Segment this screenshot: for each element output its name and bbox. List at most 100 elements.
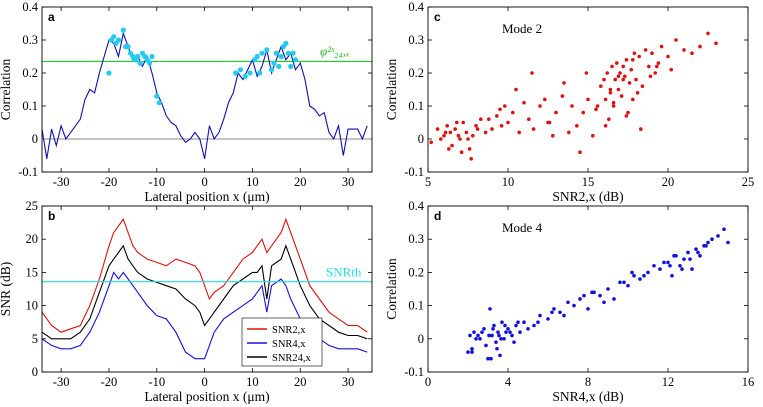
x-tick-label: 10 bbox=[246, 175, 259, 189]
scatter-point bbox=[494, 340, 498, 344]
axes-frame bbox=[427, 6, 749, 173]
y-tick-label: 0.3 bbox=[408, 33, 424, 47]
scatter-point bbox=[508, 330, 512, 334]
scatter-point bbox=[447, 147, 451, 151]
highlight-point bbox=[106, 70, 112, 76]
scatter-point bbox=[503, 104, 507, 108]
scatter-point bbox=[506, 327, 510, 331]
scatter-point bbox=[682, 257, 686, 261]
x-axis-label: Lateral position x (μm) bbox=[144, 389, 269, 404]
y-tick-label: 0.4 bbox=[22, 0, 38, 14]
highlight-point bbox=[288, 63, 294, 69]
correlation-line bbox=[42, 31, 368, 159]
scatter-point bbox=[602, 300, 606, 305]
highlight-point bbox=[257, 70, 263, 76]
threshold-label: SNRth bbox=[326, 265, 362, 280]
scatter-point bbox=[696, 250, 700, 255]
scatter-point bbox=[500, 320, 504, 325]
scatter-point bbox=[704, 244, 708, 248]
scatter-point bbox=[471, 133, 475, 138]
scatter-point bbox=[483, 130, 488, 135]
scatter-point bbox=[478, 337, 482, 341]
scatter-point bbox=[615, 61, 619, 65]
scatter-point bbox=[530, 71, 534, 75]
x-tick-label: 0 bbox=[201, 375, 207, 389]
highlight-point bbox=[125, 44, 131, 50]
x-tick-label: 10 bbox=[502, 175, 515, 189]
x-tick-label: 16 bbox=[742, 375, 755, 389]
scatter-point bbox=[472, 330, 476, 334]
scatter-point bbox=[560, 94, 565, 98]
scatter-point bbox=[474, 337, 478, 341]
y-tick-label: 0.3 bbox=[408, 232, 424, 246]
y-tick-label: 0.2 bbox=[22, 66, 38, 80]
y-tick-label: 0.2 bbox=[408, 66, 424, 80]
y-axis-label: SNR (dB) bbox=[0, 262, 13, 316]
y-axis-label: Correlation bbox=[384, 59, 399, 121]
scatter-point bbox=[586, 307, 590, 311]
y-tick-label: 15 bbox=[26, 265, 39, 279]
scatter-point bbox=[469, 157, 474, 161]
scatter-point bbox=[647, 64, 651, 69]
scatter-point bbox=[482, 327, 486, 331]
y-tick-label: 0.1 bbox=[22, 99, 38, 113]
x-tick-label: 20 bbox=[662, 175, 675, 189]
scatter-point bbox=[605, 71, 609, 75]
panel-letter: d bbox=[434, 209, 441, 223]
scatter-point bbox=[635, 91, 640, 95]
scatter-point bbox=[581, 110, 585, 115]
scatter-point bbox=[450, 143, 454, 148]
scatter-point bbox=[526, 327, 530, 331]
mode-annotation: Mode 2 bbox=[502, 21, 542, 36]
scatter-point bbox=[511, 110, 515, 115]
scatter-point bbox=[690, 51, 694, 55]
x-tick-label: 20 bbox=[294, 375, 307, 389]
scatter-point bbox=[551, 133, 555, 138]
scatter-point bbox=[682, 48, 686, 52]
x-axis-label: Lateral position x (μm) bbox=[144, 189, 269, 204]
scatter-point bbox=[522, 320, 526, 325]
scatter-point bbox=[631, 97, 635, 102]
scatter-point bbox=[627, 81, 632, 85]
scatter-point bbox=[599, 84, 603, 88]
scatter-point bbox=[690, 267, 694, 271]
scatter-point bbox=[517, 130, 521, 135]
scatter-point bbox=[470, 350, 474, 354]
scatter-point bbox=[613, 77, 617, 82]
scatter-point bbox=[468, 333, 472, 338]
x-tick-label: -10 bbox=[148, 175, 165, 189]
panel-letter: a bbox=[48, 10, 55, 24]
scatter-point bbox=[616, 87, 621, 92]
panel-b-snr-vs-position: -30 -20 -10 0 10 20 30 0 5 10 15 20 25 Lateral positi… bbox=[0, 199, 373, 404]
scatter-point bbox=[455, 120, 459, 125]
x-axis-label: SNR2,x (dB) bbox=[552, 189, 623, 204]
axes-frame bbox=[41, 205, 373, 373]
highlight-point bbox=[237, 67, 244, 73]
highlight-point bbox=[278, 53, 284, 60]
x-axis-label: SNR4,x (dB) bbox=[552, 389, 623, 404]
legend: SNR2,x SNR4,x SNR24,x bbox=[241, 317, 323, 367]
x-tick-label: 12 bbox=[662, 375, 675, 389]
y-tick-label: 5 bbox=[32, 332, 38, 346]
scatter-point bbox=[608, 87, 613, 92]
highlight-point bbox=[285, 50, 291, 56]
y-axis-label: Correlation bbox=[384, 258, 399, 320]
scatter-point bbox=[435, 127, 440, 131]
scatter-point bbox=[448, 130, 453, 135]
scatter-point bbox=[668, 263, 672, 268]
scatter-point bbox=[594, 107, 598, 112]
x-tick-label: 30 bbox=[342, 375, 355, 389]
scatter-point bbox=[479, 117, 483, 121]
scatter-point bbox=[602, 77, 606, 82]
scatter-point bbox=[674, 38, 678, 42]
scatter-point bbox=[638, 277, 642, 281]
highlight-point bbox=[137, 60, 143, 66]
scatter-point bbox=[467, 147, 472, 151]
scatter-point bbox=[506, 120, 510, 125]
highlight-point bbox=[242, 73, 248, 79]
highlight-point bbox=[254, 53, 260, 60]
highlight-point bbox=[283, 40, 289, 46]
scatter-point bbox=[531, 127, 536, 131]
highlight-point bbox=[268, 67, 275, 73]
x-tick-label: 15 bbox=[582, 175, 595, 189]
